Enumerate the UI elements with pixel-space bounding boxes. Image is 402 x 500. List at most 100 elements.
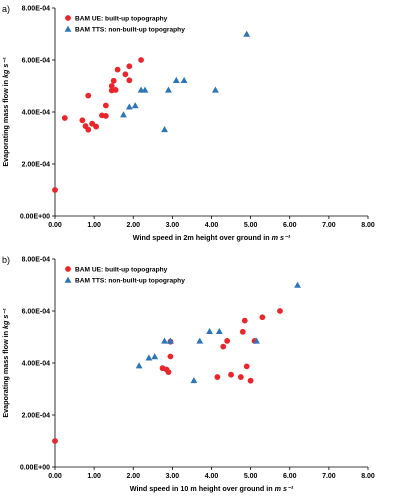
x-tick-label: 5.00: [244, 222, 258, 229]
data-point-ue: [228, 371, 234, 378]
data-point-tts: [167, 337, 174, 344]
x-axis-label: Wind speed in 10 m height over ground in…: [130, 484, 294, 493]
data-point-tts: [145, 354, 153, 361]
data-point-ue: [93, 123, 99, 130]
data-point-tts: [161, 126, 168, 133]
x-tick-label: 5.00: [244, 473, 258, 480]
legend-entry: BAM TTS: non-built-up topography: [75, 278, 185, 285]
x-tick-label: 8.00: [361, 473, 375, 480]
x-axis-unit: m s⁻¹: [275, 484, 294, 493]
y-tick-label: 6.00E-04: [22, 57, 51, 64]
y-tick-label: 4.00E-04: [22, 109, 51, 116]
y-tick-label: 8.00E-04: [22, 5, 51, 12]
x-tick-label: 1.00: [87, 473, 101, 480]
x-tick-label: 8.00: [361, 222, 375, 229]
data-point-tts: [141, 86, 149, 93]
data-point-tts: [196, 337, 204, 344]
panel-label: a): [2, 4, 10, 14]
data-point-ue: [122, 71, 129, 78]
data-point-ue: [259, 314, 266, 321]
data-point-ue: [138, 57, 144, 63]
data-point-tts: [294, 281, 301, 288]
data-point-tts: [135, 362, 143, 369]
data-point-ue: [110, 77, 117, 84]
x-tick-label: 6.00: [283, 222, 297, 229]
data-point-ue: [239, 328, 246, 335]
x-tick-label: 6.00: [283, 473, 297, 480]
data-point-tts: [161, 337, 168, 344]
y-axis-label: Evaporating mass flow in kg s⁻¹: [1, 308, 10, 418]
legend-marker-tts: [64, 276, 72, 283]
data-point-tts: [190, 377, 198, 384]
legend: BAM UE: built-up topography BAM TTS: non-…: [64, 15, 185, 34]
data-point-tts: [180, 76, 188, 83]
x-axis-unit: m s⁻¹: [272, 233, 291, 242]
x-axis-label: Wind speed in 2m height over ground in m…: [133, 233, 291, 242]
data-point-tts: [125, 103, 133, 110]
legend-marker-ue: [65, 15, 71, 21]
y-axis-label: Evaporating mass flow in kg s⁻¹: [1, 57, 10, 167]
y-tick-label: 4.00E-04: [22, 360, 51, 367]
legend-marker-tts: [64, 25, 72, 32]
data-point-ue: [167, 353, 174, 360]
legend-entry: BAM TTS: non-built-up topography: [75, 27, 185, 34]
data-point-ue: [247, 377, 254, 384]
data-point-ue: [214, 374, 221, 380]
y-tick-label: 0.00E+00: [20, 213, 50, 220]
data-point-ue: [52, 438, 58, 444]
data-point-ue: [112, 87, 119, 93]
data-point-tts: [212, 86, 219, 93]
y-tick-label: 0.00E+00: [20, 464, 50, 471]
data-point-ue: [126, 77, 133, 84]
data-point-ue: [61, 115, 68, 121]
series-bam-tts: [135, 281, 301, 384]
legend: BAM UE: built-up topography BAM TTS: non-…: [64, 266, 185, 285]
data-point-ue: [220, 343, 227, 350]
data-point-ue: [224, 338, 231, 344]
chart-panel-2: b) 0.00 1.00 2.00 3.00 4.00 5.00 6.00 7.00 8.00 0.…: [1, 255, 375, 493]
data-point-tts: [215, 327, 223, 334]
legend-entry: BAM UE: built-up topography: [75, 267, 168, 274]
data-point-ue: [85, 92, 92, 99]
data-point-ue: [165, 369, 172, 375]
panel-label: b): [2, 255, 10, 265]
data-point-tts: [206, 327, 213, 334]
data-point-tts: [253, 337, 260, 344]
y-tick-label: 8.00E-04: [22, 256, 51, 263]
series-bam-tts: [120, 30, 251, 133]
data-point-tts: [151, 353, 159, 360]
y-tick-label: 2.00E-04: [22, 412, 51, 419]
data-point-ue: [126, 63, 133, 70]
data-point-tts: [120, 111, 127, 118]
data-point-tts: [165, 86, 172, 93]
x-tick-label: 3.00: [166, 473, 180, 480]
data-point-ue: [102, 113, 109, 119]
x-tick-label: 0.00: [48, 473, 62, 480]
y-axis-unit: kg s⁻¹: [1, 308, 10, 329]
chart-panel-1: a) 0.00 1.00 2.00 3.00 4.00 5.00 6.00 7.00 8.00 0.…: [1, 4, 375, 242]
data-point-ue: [243, 363, 250, 370]
x-tick-label: 1.00: [87, 222, 101, 229]
y-tick-label: 2.00E-04: [22, 161, 51, 168]
data-point-tts: [131, 102, 139, 109]
y-tick-label: 6.00E-04: [22, 308, 51, 315]
y-axis-unit: kg s⁻¹: [1, 57, 10, 78]
x-tick-label: 3.00: [166, 222, 180, 229]
x-tick-label: 4.00: [205, 473, 219, 480]
data-point-ue: [237, 374, 244, 380]
data-point-ue: [85, 126, 92, 133]
data-point-tts: [243, 30, 251, 37]
x-tick-label: 7.00: [322, 473, 336, 480]
legend-entry: BAM UE: built-up topography: [75, 16, 168, 23]
data-point-ue: [277, 308, 283, 314]
legend-marker-ue: [65, 266, 71, 272]
data-point-ue: [241, 317, 248, 324]
x-tick-label: 0.00: [48, 222, 62, 229]
series-bam-ue: [52, 57, 144, 193]
data-point-ue: [108, 83, 115, 89]
data-point-ue: [52, 187, 58, 193]
data-point-ue: [114, 66, 121, 73]
x-tick-label: 4.00: [205, 222, 219, 229]
x-tick-label: 7.00: [322, 222, 336, 229]
